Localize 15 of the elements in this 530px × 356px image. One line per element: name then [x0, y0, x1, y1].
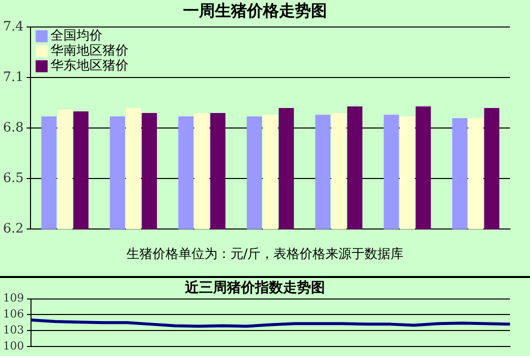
- y-tick-label: 7.4: [2, 20, 24, 35]
- chart-title: 一周生猪价格走势图: [183, 0, 327, 20]
- y-tick-label: 103: [2, 323, 24, 336]
- y-tick-label: 6.5: [2, 171, 24, 186]
- y-tick-label: 100: [2, 339, 24, 352]
- text: 生猪价格单位为：元/斤，表格价格来源于数据库: [125, 246, 405, 264]
- y-tick-label: 6.2: [2, 222, 24, 237]
- legend-label: 全国均价: [50, 28, 103, 44]
- chart-title: 近三周猪价指数走势图: [184, 279, 325, 296]
- y-tick-label: 109: [2, 292, 24, 305]
- y-tick-label: 7.1: [2, 70, 24, 86]
- legend-label: 华东地区猪价: [50, 58, 129, 74]
- y-tick-label: 106: [2, 308, 24, 321]
- legend-label: 华南地区猪价: [50, 44, 129, 59]
- y-tick-label: 6.8: [2, 120, 24, 136]
